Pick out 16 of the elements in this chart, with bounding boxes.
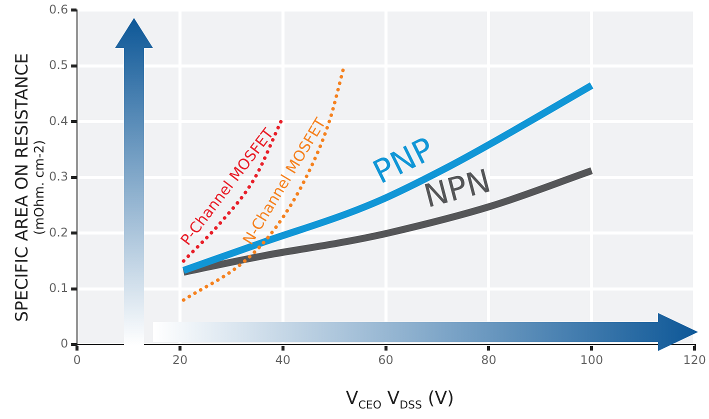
y-tick-label: 0.5 xyxy=(48,58,68,72)
x-tick-label: 120 xyxy=(683,352,706,367)
x-tick-label: 20 xyxy=(172,352,188,367)
x-tick-label: 80 xyxy=(481,352,496,367)
x-axis-title: V$_{CEO}$ V$_{DSS}$ (V) xyxy=(344,388,456,412)
x-tick-label: 60 xyxy=(378,352,394,367)
y-tick-label: 0.2 xyxy=(48,225,68,240)
x-tick-label: 40 xyxy=(275,352,291,367)
y-tick-label: 0.3 xyxy=(48,170,68,184)
x-tick-label: 100 xyxy=(580,352,604,367)
y-tick-label: 0 xyxy=(60,336,68,351)
y-tick-label: 0.4 xyxy=(48,114,68,128)
x-tick-label: 0 xyxy=(73,352,81,367)
y-axis-title: SPECIFIC AREA ON RESISTANCE (mOhm. cm-2) xyxy=(12,52,48,324)
y-tick-label: 0.6 xyxy=(48,2,68,16)
y-tick-label: 0.1 xyxy=(48,280,68,295)
